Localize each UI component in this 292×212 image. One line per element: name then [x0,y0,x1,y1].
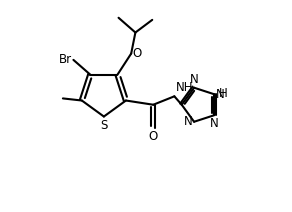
Text: O: O [149,130,158,143]
Text: N: N [184,115,192,128]
Text: N: N [190,73,199,86]
Text: Br: Br [59,53,72,66]
Text: H: H [219,87,227,100]
Text: N: N [216,88,225,101]
Text: O: O [132,47,142,60]
Text: N: N [210,117,218,130]
Text: S: S [100,119,107,132]
Text: NH: NH [175,81,193,94]
